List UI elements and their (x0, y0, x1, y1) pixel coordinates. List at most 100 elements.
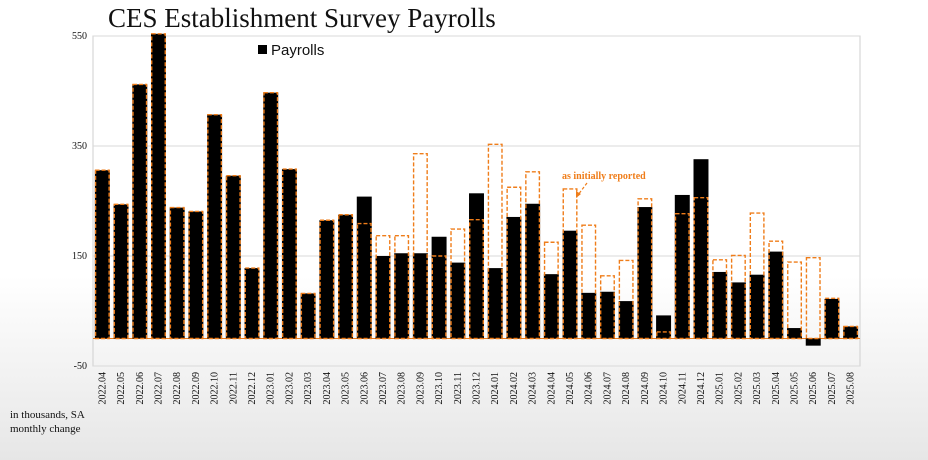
payroll-bar (712, 271, 728, 339)
chart-title: CES Establishment Survey Payrolls (108, 3, 496, 33)
initial-report-bar (487, 143, 503, 340)
payroll-bar (543, 274, 559, 339)
x-tick-label: 2024.01 (490, 372, 501, 405)
initial-report-bar (618, 259, 634, 340)
x-tick-label: 2023.06 (359, 372, 370, 405)
initial-report-bar (805, 256, 821, 340)
initial-report-bar (730, 254, 746, 340)
x-tick-label: 2024.05 (565, 372, 576, 405)
payroll-bar (749, 274, 765, 339)
x-tick-label: 2025.08 (846, 372, 857, 405)
bars (94, 33, 859, 346)
x-tick-label: 2024.06 (584, 372, 595, 405)
payroll-bar (300, 293, 316, 339)
initial-report-bar (319, 219, 335, 340)
x-tick-label: 2025.01 (715, 372, 726, 405)
initial-report-bar (674, 212, 690, 340)
x-tick-label: 2024.07 (602, 372, 613, 405)
x-tick-label: 2025.03 (752, 372, 763, 405)
y-tick-label: 350 (72, 141, 87, 152)
payroll-bar (356, 196, 372, 339)
y-axis: 550 350 150 -50 (72, 31, 87, 372)
x-tick-label: 2022.05 (116, 372, 127, 405)
payroll-bar (674, 194, 690, 339)
x-tick-label: 2024.12 (696, 372, 707, 405)
x-tick-label: 2022.10 (210, 372, 221, 405)
initial-report-bar (431, 255, 447, 340)
payroll-bar (169, 207, 185, 339)
x-tick-label: 2024.04 (546, 372, 557, 405)
initial-report-bar (94, 169, 110, 340)
x-tick-label: 2023.10 (434, 372, 445, 405)
legend: Payrolls (258, 42, 324, 59)
y-tick-label: 550 (72, 31, 87, 42)
initial-report-bar (244, 267, 260, 340)
x-tick-label: 2023.04 (322, 372, 333, 405)
initial-report-bar (338, 214, 354, 340)
annotation: as initially reported (562, 171, 646, 198)
x-tick-label: 2025.05 (790, 372, 801, 405)
initial-report-bar (150, 33, 166, 340)
x-tick-label: 2022.11 (228, 372, 239, 404)
initial-report-bar (225, 174, 241, 340)
initial-report-bar (300, 292, 316, 340)
initial-report-bar (581, 224, 597, 340)
payroll-bar (506, 216, 522, 339)
payroll-bar (113, 204, 129, 339)
payroll-bar (150, 33, 166, 339)
x-tick-label: 2022.12 (247, 372, 258, 405)
payroll-bar (132, 84, 148, 339)
initial-report-bar (562, 188, 578, 340)
x-tick-label: 2024.11 (677, 372, 688, 404)
initial-report-bar (412, 152, 428, 340)
initial-report-bar (843, 325, 859, 340)
initial-report-bar (787, 261, 803, 340)
initial-report-bar (281, 168, 297, 340)
payroll-bar (225, 175, 241, 339)
x-tick-label: 2023.12 (472, 372, 483, 405)
initial-report-bar (656, 331, 672, 340)
x-tick-label: 2024.03 (528, 372, 539, 405)
initial-report-bar (469, 218, 484, 340)
x-tick-label: 2022.06 (135, 372, 146, 405)
x-tick-label: 2024.08 (621, 372, 632, 405)
annotation-arrowhead (576, 191, 581, 198)
initial-report-bar (506, 186, 522, 340)
payroll-bar (431, 236, 447, 339)
initial-report-bar (169, 206, 185, 340)
x-tick-label: 2025.07 (827, 372, 838, 405)
initial-report-bar (132, 83, 148, 340)
payroll-bar (338, 214, 354, 339)
x-tick-label: 2022.09 (191, 372, 202, 405)
initial-report-bar (207, 113, 223, 340)
x-tick-label: 2023.09 (415, 372, 426, 405)
initial-report-bar (768, 240, 784, 340)
annotation-arrow (577, 182, 588, 196)
payroll-bar (469, 193, 484, 339)
payroll-bar (244, 268, 260, 339)
payroll-bar (207, 114, 223, 339)
payroll-bar (188, 211, 204, 339)
payroll-bar (768, 251, 784, 339)
y-tick-label: -50 (74, 361, 87, 372)
payroll-bar (843, 326, 859, 339)
x-tick-label: 2023.11 (453, 372, 464, 404)
payroll-bar (637, 207, 653, 339)
initial-report-bar (749, 212, 765, 340)
y-tick-label: 150 (72, 251, 87, 262)
legend-swatch (258, 45, 267, 54)
x-tick-label: 2025.06 (808, 372, 819, 405)
annotation-text: as initially reported (562, 171, 646, 182)
payroll-bar (319, 220, 335, 339)
initial-report-bar (375, 234, 391, 340)
payroll-bar (562, 230, 578, 339)
initial-report-bar (356, 222, 372, 340)
payroll-bar (281, 169, 297, 339)
x-tick-label: 2024.10 (659, 372, 670, 405)
payroll-bar (693, 159, 709, 339)
payroll-bar (824, 298, 840, 339)
initial-report-bar (525, 171, 541, 340)
x-tick-label: 2022.07 (153, 372, 164, 405)
initial-report-bar (599, 275, 615, 340)
